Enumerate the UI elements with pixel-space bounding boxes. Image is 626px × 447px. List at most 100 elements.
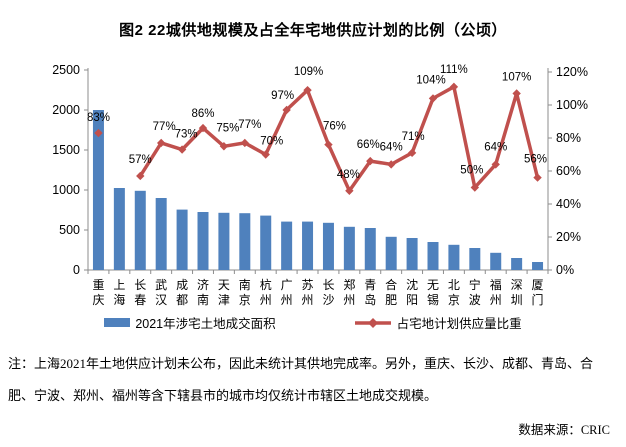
bar [448,244,460,270]
footnote: 注：上海2021年土地供应计划未公布，因此未统计其供地完成率。另外，重庆、长沙、… [8,356,594,403]
combo-chart: 0 500 1000 1500 2000 2500 0% 20% 40% 60% 80% 100% 12… [0,50,626,312]
bar [343,226,355,270]
category-label: 北京 [448,278,460,307]
line-marker [345,186,354,195]
line-marker [324,140,333,149]
legend-item-bar-series: 2021年涉宅土地成交面积 [104,313,276,332]
line-marker [156,138,166,148]
bar [281,221,293,270]
line-marker [512,89,521,98]
bar [302,221,314,270]
data-label: 86% [191,108,214,120]
category-label: 杭州 [260,277,272,307]
right-axis-tick-label: 100% [556,98,588,112]
data-label: 76% [323,121,346,133]
bar [364,228,376,270]
bar [322,222,334,270]
right-axis-tick-label: 120% [556,65,588,79]
bar [113,188,125,270]
bar-series-swatch-icon [104,318,131,327]
line-marker [198,123,208,133]
left-axis-tick-label: 500 [59,223,80,237]
right-axis-tick-label: 20% [556,230,581,244]
line-marker [449,82,459,92]
left-axis-tick-label: 2000 [52,103,80,117]
line-series-swatch-icon [354,317,391,328]
line-marker [136,171,145,181]
data-label: 97% [271,90,294,102]
category-label: 广州 [281,278,293,307]
chart-legend: 2021年涉宅土地成交面积 占宅地计划供应量比重 [0,313,626,332]
bar [197,212,209,270]
category-label: 福州 [490,277,502,307]
data-source: 数据来源：CRIC [518,423,610,437]
line-marker [282,105,291,115]
line-marker [177,145,187,154]
category-label: 深圳 [511,278,523,307]
category-label: 济南 [197,277,209,307]
bar [218,212,230,270]
right-axis-tick-label: 40% [556,197,581,211]
category-label: 郑州 [343,277,355,307]
data-label: 64% [380,141,403,153]
bar [92,110,104,270]
category-label: 天津 [218,278,230,307]
left-axis-tick-label: 0 [73,263,80,277]
data-label: 71% [402,131,425,143]
line-marker [366,156,375,166]
bar [134,190,146,270]
legend-bar-label: 2021年涉宅土地成交面积 [135,317,276,331]
data-label: 77% [153,121,176,133]
data-label: 70% [260,136,283,148]
category-label: 南京 [239,277,251,307]
line-marker [491,160,500,169]
line-marker [240,138,250,148]
right-axis-tick-label: 0% [556,263,574,277]
data-label: 109% [294,66,323,78]
bar [155,198,167,270]
bar [469,248,481,270]
legend-line-label: 占宅地计划供应量比重 [396,317,522,331]
data-label: 50% [460,165,483,177]
line-marker [303,85,312,95]
data-label: 48% [337,169,360,181]
line-marker [386,160,396,169]
left-axis-tick-label: 2500 [52,63,80,77]
bar [511,258,523,270]
bar [260,215,272,270]
combo-chart-svg: 0 500 1000 1500 2000 2500 0% 20% 40% 60% 80% 100% 12… [52,63,588,307]
right-axis-tick-label: 60% [556,164,581,178]
category-label: 宁波 [469,277,481,307]
category-label: 沈阳 [406,277,418,307]
category-label: 上海 [113,278,125,307]
line-marker [219,142,229,151]
line-marker [428,94,438,103]
bar [176,209,188,270]
category-label: 重庆 [92,278,104,307]
line-marker [407,148,417,158]
category-label: 青岛 [364,278,376,307]
left-axis-tick-label: 1000 [52,183,80,197]
data-label: 64% [484,141,507,153]
bar [532,262,544,270]
bar [406,238,418,270]
data-label: 104% [416,74,445,86]
data-label: 66% [357,139,380,151]
right-axis-tick-label: 80% [556,131,581,145]
left-axis-tick-label: 1500 [52,143,80,157]
bar [385,236,397,270]
category-label: 长春 [134,278,146,307]
bar [427,242,439,270]
data-label: 107% [502,71,531,83]
data-label: 75% [216,122,239,134]
data-label: 111% [440,64,468,76]
data-label: 73% [175,129,198,141]
legend-item-line-series: 占宅地计划供应量比重 [354,313,522,332]
category-label: 无锡 [427,278,439,307]
bar [490,252,502,270]
category-label: 长沙 [322,278,334,307]
data-label: 57% [129,154,152,166]
category-label: 成都 [176,278,188,307]
category-label: 厦门 [532,278,544,307]
category-label: 武汉 [155,278,167,307]
